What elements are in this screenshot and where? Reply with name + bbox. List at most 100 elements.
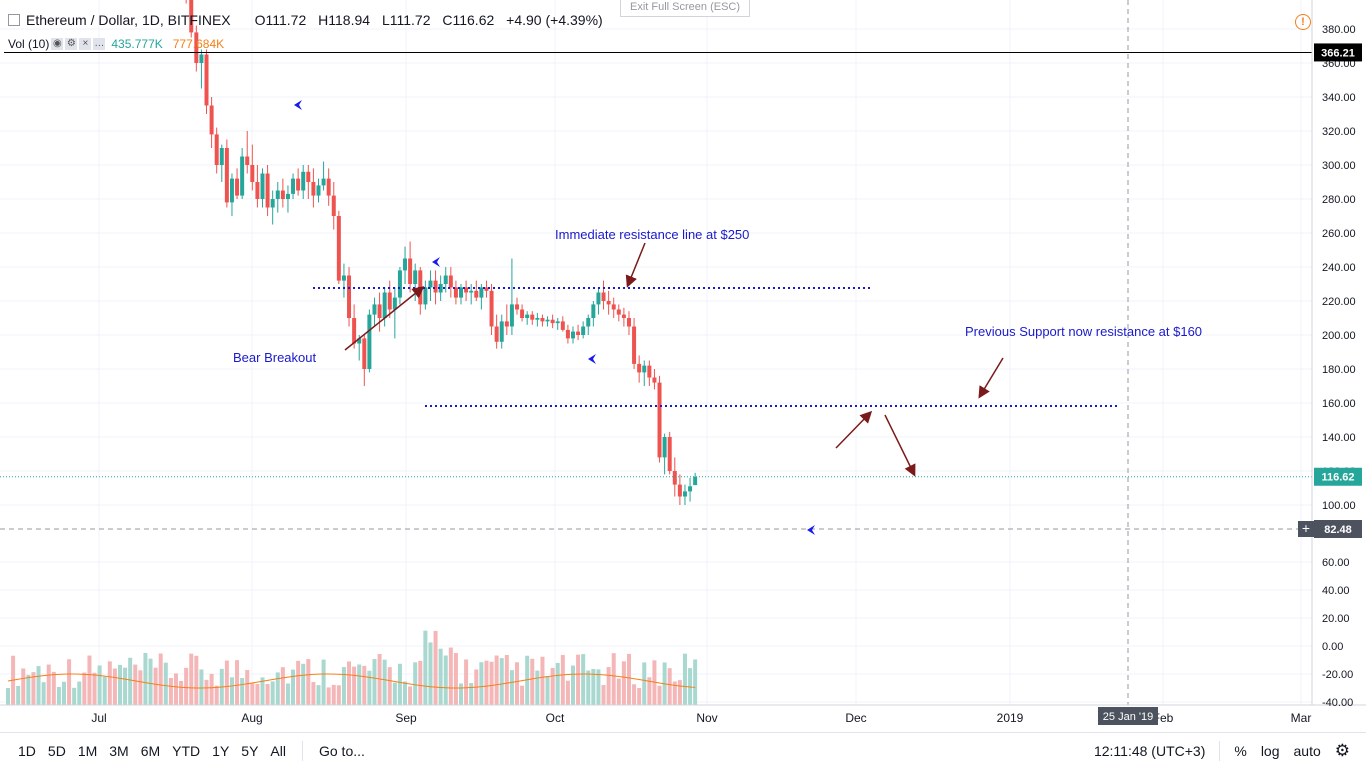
candle-body: [438, 284, 443, 293]
collapse-icon[interactable]: [8, 14, 20, 26]
volume-bar: [443, 655, 448, 705]
timeframe-6m[interactable]: 6M: [140, 743, 161, 759]
timeframe-1m[interactable]: 1M: [77, 743, 98, 759]
candle-body: [408, 258, 413, 284]
volume-bar: [484, 660, 489, 705]
volume-tick-label: 40.00: [1322, 585, 1350, 597]
more-icon[interactable]: …: [93, 38, 106, 50]
exit-fullscreen-button[interactable]: Exit Full Screen (ESC): [620, 0, 750, 17]
volume-bar: [601, 685, 606, 705]
auto-toggle[interactable]: auto: [1293, 743, 1321, 759]
volume-bar: [591, 668, 596, 705]
volume-bar: [138, 670, 143, 705]
clock-time[interactable]: 12:11:48 (UTC+3): [1093, 743, 1206, 759]
volume-bar: [31, 672, 36, 705]
time-tick-label: Sep: [395, 711, 417, 725]
candle-body: [621, 314, 626, 318]
volume-bar: [448, 647, 453, 705]
price-label-crosshair: 82.48: [1324, 524, 1352, 536]
chart-svg[interactable]: Immediate resistance line at $250 Previou…: [0, 0, 1366, 732]
volume-bar: [194, 655, 199, 705]
volume-bar: [576, 654, 581, 705]
candle-body: [499, 321, 504, 342]
volume-bar: [275, 672, 280, 705]
volume-bar: [92, 672, 97, 705]
gear-icon[interactable]: ⚙: [1334, 741, 1350, 760]
volume-bar: [296, 660, 301, 705]
candle-body: [280, 190, 285, 199]
volume-bar: [107, 661, 112, 705]
candle-body: [504, 321, 509, 327]
annotation-arrow: [344, 286, 425, 351]
volume-bar: [657, 685, 662, 705]
price-tick-label: 180.00: [1322, 364, 1356, 376]
volume-bar: [133, 664, 138, 705]
price-tick-label: 300.00: [1322, 160, 1356, 172]
volume-bar: [509, 670, 514, 705]
volume-bar: [632, 684, 637, 705]
timeframe-1d[interactable]: 1D: [18, 743, 36, 759]
volume-bar: [397, 663, 402, 705]
volume-bar: [46, 664, 51, 705]
settings-icon[interactable]: ⚙: [65, 38, 78, 50]
high-value: H118.94: [318, 12, 371, 28]
volume-bar: [77, 681, 82, 705]
timeframe-ytd[interactable]: YTD: [172, 743, 201, 759]
volume-bar: [352, 666, 357, 705]
candle-body: [652, 377, 657, 383]
percent-toggle[interactable]: %: [1234, 743, 1247, 759]
volume-bar: [357, 664, 362, 705]
volume-bar: [418, 660, 423, 705]
volume-bar: [367, 670, 372, 705]
annotation-bear-breakout: Bear Breakout: [233, 350, 316, 365]
volume-label[interactable]: Vol (10): [8, 37, 50, 51]
timeframe-1y[interactable]: 1Y: [212, 743, 230, 759]
price-label-366-box: [1314, 43, 1362, 62]
volume-bar: [311, 682, 316, 705]
volume-bar: [565, 680, 570, 705]
volume-bar: [255, 683, 260, 705]
close-icon[interactable]: ×: [79, 38, 92, 50]
volume-bar: [87, 655, 92, 705]
timeframe-3m[interactable]: 3M: [109, 743, 129, 759]
volume-axis: 60.00 40.00 20.00 0.00 -20.00 -40.00: [1322, 557, 1353, 709]
eye-icon[interactable]: ◉: [51, 38, 64, 50]
volume-bar: [586, 670, 591, 705]
symbol-title[interactable]: Ethereum / Dollar, 1D, BITFINEX: [26, 12, 231, 28]
volume-bar: [504, 654, 509, 705]
price-label-last: 116.62: [1321, 472, 1354, 484]
log-toggle[interactable]: log: [1260, 743, 1280, 759]
candle-body: [194, 32, 199, 63]
price-axis: 440.00420.00400.00380.00360.00340.00320.…: [1322, 0, 1356, 512]
candle-body: [626, 318, 631, 327]
volume-bar: [555, 662, 560, 705]
volume-bar: [128, 657, 133, 705]
volume-bar: [336, 685, 341, 705]
candle-body: [306, 171, 311, 182]
volume-bar: [423, 630, 428, 705]
candle-body: [296, 178, 301, 191]
volume-bar: [453, 652, 458, 705]
candle-body: [642, 365, 647, 373]
candle-body: [525, 314, 530, 318]
warning-icon[interactable]: !: [1295, 14, 1311, 30]
volume-tick-label: -20.00: [1322, 669, 1353, 681]
goto-button[interactable]: Go to...: [318, 743, 365, 759]
candle-body: [601, 292, 606, 301]
candle-body: [316, 185, 321, 196]
volume-bar: [16, 685, 21, 705]
volume-bar: [235, 660, 240, 705]
volume-bar: [184, 667, 189, 705]
volume-bar: [270, 681, 275, 705]
timeframe-5d[interactable]: 5D: [47, 743, 66, 759]
volume-bar: [199, 669, 204, 705]
price-tick-label: 220.00: [1322, 296, 1356, 308]
timeframe-5y[interactable]: 5Y: [241, 743, 259, 759]
timeframe-all[interactable]: All: [270, 743, 286, 759]
volume-bar: [285, 683, 290, 705]
price-tick-label: 200.00: [1322, 330, 1356, 342]
candle-body: [326, 178, 331, 196]
